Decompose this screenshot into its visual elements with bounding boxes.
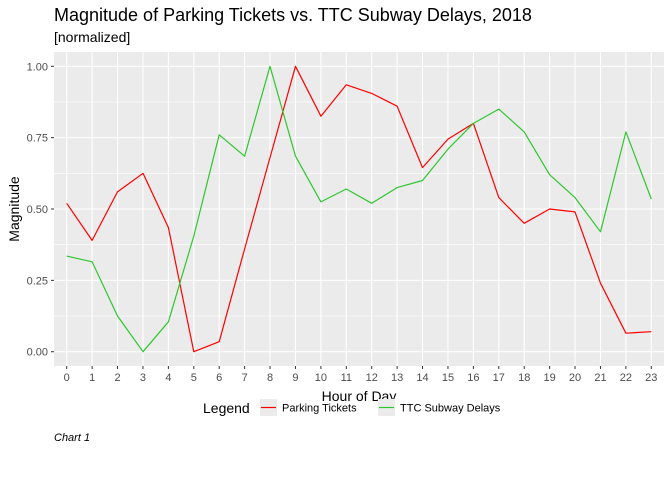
- x-axis-ticks: 0 1 2 3 4 5 6 7 8 9 10 11 12 13 14 15 16 17 18 19 20 21 22 23: [64, 366, 657, 384]
- y-tick-label: 0.75: [27, 133, 48, 145]
- y-tick-label: 0.25: [27, 275, 48, 287]
- legend-title: Legend: [203, 400, 250, 416]
- x-tick-label: 20: [569, 372, 581, 384]
- x-tick-label: 12: [366, 372, 378, 384]
- x-tick-label: 22: [620, 372, 632, 384]
- x-tick-label: 19: [544, 372, 556, 384]
- x-tick-label: 9: [292, 372, 298, 384]
- x-tick-label: 21: [594, 372, 606, 384]
- x-tick-label: 15: [442, 372, 454, 384]
- x-tick-label: 7: [242, 372, 248, 384]
- x-tick-label: 23: [645, 372, 657, 384]
- x-tick-label: 2: [114, 372, 120, 384]
- grid-major: [54, 52, 664, 366]
- x-tick-label: 11: [341, 372, 352, 384]
- x-tick-label: 3: [140, 372, 146, 384]
- y-tick-label: 0.50: [27, 204, 48, 216]
- x-tick-label: 14: [416, 372, 428, 384]
- x-tick-label: 6: [216, 372, 222, 384]
- y-tick-label: 1.00: [27, 61, 48, 73]
- x-tick-label: 13: [391, 372, 403, 384]
- series-line-ttc-subway-delays: [66, 65, 652, 353]
- x-tick-label: 5: [191, 372, 197, 384]
- y-axis-ticks: 0.00 0.25 0.50 0.75 1.00: [27, 61, 54, 359]
- x-tick-label: 16: [467, 372, 479, 384]
- chart-caption: Chart 1: [54, 432, 91, 444]
- x-axis-label: Hour of Day: [322, 388, 397, 404]
- x-tick-label: 10: [315, 372, 327, 384]
- legend-item-label: TTC Subway Delays: [400, 403, 501, 415]
- chart-subtitle: [normalized]: [54, 29, 131, 45]
- series-lines: [66, 65, 652, 353]
- legend: Legend Parking Tickets TTC Subway Delays: [203, 399, 501, 416]
- chart-title: Magnitude of Parking Tickets vs. TTC Sub…: [54, 5, 532, 25]
- x-tick-label: 4: [165, 372, 171, 384]
- x-tick-label: 18: [518, 372, 530, 384]
- x-tick-label: 8: [267, 372, 273, 384]
- legend-item-label: Parking Tickets: [282, 403, 357, 415]
- y-axis-label: Magnitude: [6, 176, 22, 242]
- grid-minor: [54, 101, 664, 317]
- y-tick-label: 0.00: [27, 347, 48, 359]
- x-tick-label: 1: [89, 372, 95, 384]
- x-tick-label: 0: [64, 372, 70, 384]
- series-line-parking-tickets: [66, 65, 652, 353]
- x-tick-label: 17: [493, 372, 505, 384]
